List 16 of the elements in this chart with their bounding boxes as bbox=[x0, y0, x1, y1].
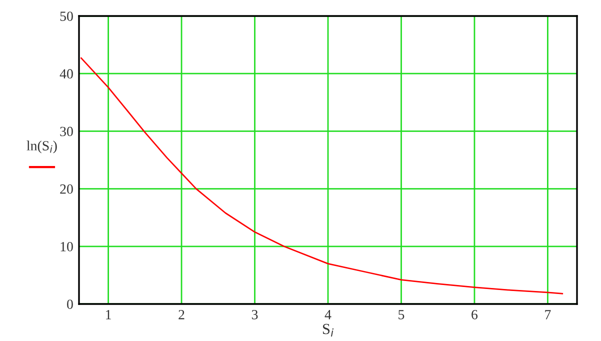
y-tick-label: 10 bbox=[60, 242, 73, 252]
x-tick-label: 5 bbox=[398, 310, 404, 320]
x-tick-label: 3 bbox=[252, 310, 258, 320]
x-tick-label: 2 bbox=[178, 310, 184, 320]
x-tick-label: 4 bbox=[324, 310, 332, 320]
line-series bbox=[80, 57, 564, 294]
x-axis-title: S$_{i}$ bbox=[322, 324, 334, 337]
x-tick-label: 1 bbox=[106, 310, 111, 320]
x-tick-label: 6 bbox=[472, 310, 478, 320]
y-tick-label: 20 bbox=[60, 184, 73, 194]
y-tick-label: 40 bbox=[60, 69, 73, 79]
y-tick-label: 50 bbox=[60, 12, 73, 21]
y-tick-label: 30 bbox=[60, 126, 73, 136]
x-tick-label: 7 bbox=[545, 310, 551, 320]
text: ln(S$_{i}$) bbox=[26, 140, 57, 154]
y-tick-label: 0 bbox=[67, 300, 73, 309]
